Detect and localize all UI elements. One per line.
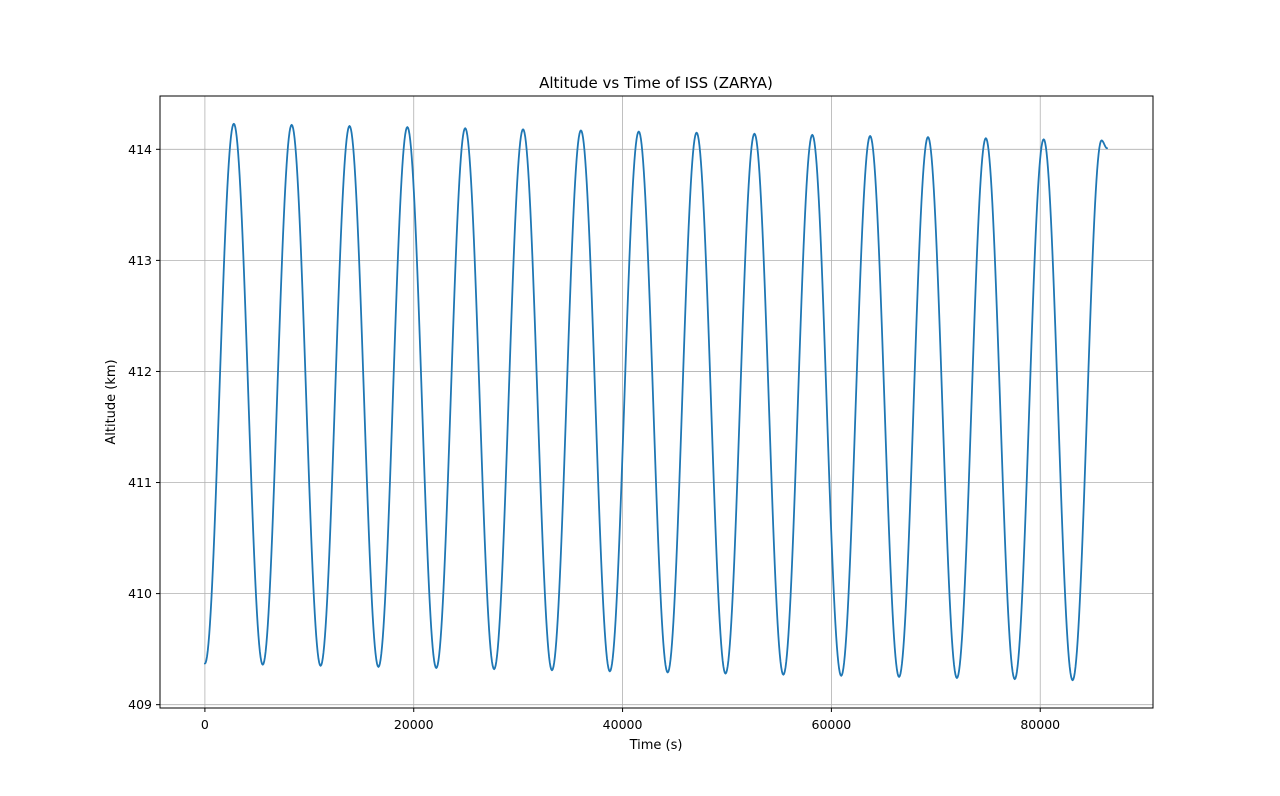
plot-frame <box>159 95 1154 709</box>
series-layer <box>204 122 1108 682</box>
y-tick-label: 411 <box>128 475 152 490</box>
x-axis-label: Time (s) <box>629 738 683 753</box>
x-tick-label: 80000 <box>1020 717 1060 732</box>
x-tick-label: 60000 <box>812 717 852 732</box>
x-tick-label: 40000 <box>603 717 643 732</box>
x-axis-ticks: 0 20000 40000 60000 80000 <box>201 708 1060 732</box>
y-tick-label: 412 <box>128 364 152 379</box>
grid <box>160 96 1153 708</box>
x-tick-label: 20000 <box>394 717 434 732</box>
y-axis-label: Altitude (km) <box>104 359 119 444</box>
altitude-series-line <box>204 122 1108 682</box>
y-tick-label: 409 <box>128 697 152 712</box>
y-axis-ticks: 409 410 411 412 413 414 <box>128 142 160 712</box>
y-tick-label: 413 <box>128 253 152 268</box>
x-tick-label: 0 <box>201 717 209 732</box>
y-tick-label: 410 <box>128 586 152 601</box>
y-tick-label: 414 <box>128 142 152 157</box>
chart-title: Altitude vs Time of ISS (ZARYA) <box>539 74 773 92</box>
plot-area <box>160 96 1153 708</box>
